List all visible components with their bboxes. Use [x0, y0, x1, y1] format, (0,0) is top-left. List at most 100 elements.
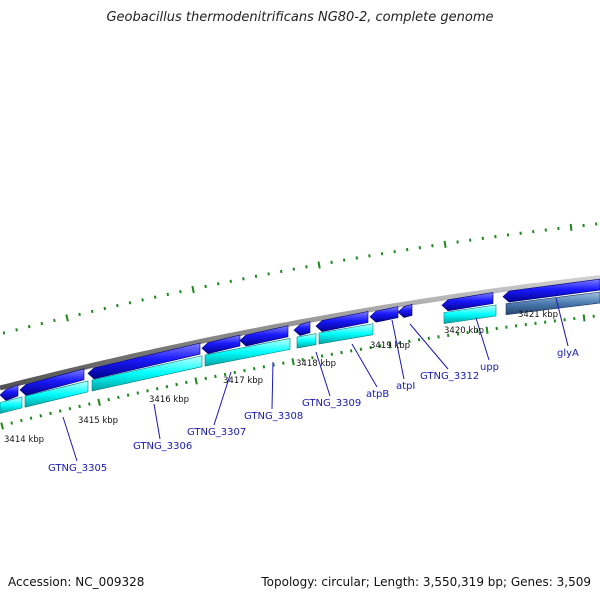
gene-arrow-forward[interactable] — [502, 278, 600, 303]
gene-label[interactable]: GTNG_3312 — [420, 371, 479, 382]
outer-tick — [494, 235, 497, 239]
gene-bar-reverse[interactable] — [24, 380, 89, 408]
inner-tick — [359, 347, 363, 351]
gene-arrow-forward[interactable] — [239, 325, 289, 347]
outer-tick — [582, 223, 585, 228]
inner-tick — [107, 397, 111, 402]
outer-tick — [468, 238, 472, 242]
outer-tick — [506, 233, 510, 237]
outer-tick — [544, 228, 547, 232]
inner-tick — [524, 322, 527, 327]
gene-arrow-forward[interactable] — [19, 368, 85, 396]
inner-tick — [10, 421, 14, 425]
outer-tick — [179, 290, 182, 294]
inner-tick — [185, 380, 188, 385]
gene-label[interactable]: GTNG_3309 — [302, 398, 361, 409]
outer-tick-track — [2, 222, 598, 335]
outer-tick — [279, 269, 283, 274]
genome-backbone — [0, 275, 600, 391]
inner-tick — [388, 341, 392, 349]
gene-bar-reverse[interactable] — [204, 338, 291, 367]
gene-bar-reverse[interactable] — [91, 355, 203, 392]
outer-tick — [2, 331, 6, 335]
label-leader-line — [475, 317, 490, 361]
inner-tick — [446, 333, 450, 337]
gene-label[interactable]: glyA — [557, 348, 579, 359]
inner-tick — [194, 377, 198, 385]
gene-arrow-forward[interactable] — [441, 292, 494, 312]
ruler-label: 3416 kbp — [149, 395, 189, 405]
outer-tick — [116, 303, 119, 308]
inner-tick — [505, 325, 508, 329]
outer-tick — [65, 314, 69, 322]
outer-tick — [405, 248, 409, 252]
outer-tick — [229, 279, 233, 283]
outer-tick — [254, 274, 258, 278]
gene-arrow-forward[interactable] — [369, 306, 399, 323]
inner-tick — [379, 344, 382, 348]
inner-tick — [20, 418, 23, 423]
gene-label[interactable]: atpI — [396, 381, 415, 392]
outer-tick — [330, 260, 333, 264]
ruler-label: 3415 kbp — [78, 416, 118, 426]
inner-tick — [592, 314, 595, 318]
label-leaders — [62, 297, 569, 462]
inner-tick — [330, 352, 334, 356]
gene-label[interactable]: atpB — [366, 389, 389, 400]
gene-arrow-forward[interactable] — [293, 321, 311, 336]
accession-text: Accession: NC_009328 — [8, 575, 145, 589]
inner-tick — [136, 391, 140, 395]
outer-tick — [216, 282, 220, 286]
outer-tick — [418, 246, 422, 250]
outer-tick — [166, 292, 170, 297]
ruler-label: 3420 kbp — [444, 326, 484, 336]
outer-tick — [292, 267, 296, 271]
gene-bar-reverse[interactable] — [443, 304, 497, 324]
label-leader-line — [153, 403, 161, 440]
inner-tick — [291, 358, 295, 366]
outer-tick — [342, 258, 346, 262]
gene-arrow-forward[interactable] — [0, 384, 19, 401]
outer-tick — [128, 301, 132, 305]
inner-tick — [495, 326, 498, 331]
gene-bar-reverse[interactable] — [296, 333, 317, 349]
gene-arrow-forward[interactable] — [397, 304, 413, 318]
gene-bar-reverse[interactable] — [318, 323, 374, 345]
outer-tick — [204, 284, 207, 289]
outer-tick — [532, 230, 535, 234]
gene-track — [0, 278, 600, 414]
inner-tick — [408, 339, 411, 343]
inner-tick — [349, 349, 353, 353]
ruler-labels: 3414 kbp 3415 kbp 3416 kbp 3417 kbp 3418 kbp… — [4, 310, 558, 445]
label-leader-line — [271, 361, 274, 410]
gene-bar-reverse[interactable] — [0, 396, 23, 414]
inner-tick — [573, 316, 576, 321]
gene-label[interactable]: GTNG_3305 — [48, 463, 107, 474]
inner-tick — [544, 320, 547, 324]
gene-arrow-forward[interactable] — [87, 342, 201, 380]
outer-tick — [431, 244, 434, 248]
ruler-label: 3421 kbp — [518, 310, 558, 320]
inner-tick — [466, 330, 469, 335]
gene-arrow-forward[interactable] — [315, 311, 369, 332]
outer-tick — [242, 277, 245, 281]
outer-tick — [481, 236, 484, 240]
gene-label[interactable]: GTNG_3308 — [244, 411, 303, 422]
outer-tick — [153, 295, 157, 299]
inner-tick — [117, 395, 120, 400]
outer-tick — [53, 318, 56, 323]
inner-tick — [252, 367, 256, 371]
gene-label[interactable]: GTNG_3307 — [187, 427, 246, 438]
outer-tick — [443, 240, 447, 248]
gene-arrow-forward[interactable] — [201, 334, 241, 355]
inner-tick — [311, 356, 314, 360]
gene-label[interactable]: GTNG_3306 — [133, 441, 192, 452]
inner-tick-track — [0, 314, 595, 430]
outer-tick — [267, 272, 270, 276]
gene-bar-selected[interactable] — [505, 291, 600, 316]
inner-tick — [398, 341, 401, 345]
outer-tick — [519, 231, 522, 235]
backbone-line — [0, 275, 600, 391]
gene-label[interactable]: upp — [480, 362, 499, 373]
